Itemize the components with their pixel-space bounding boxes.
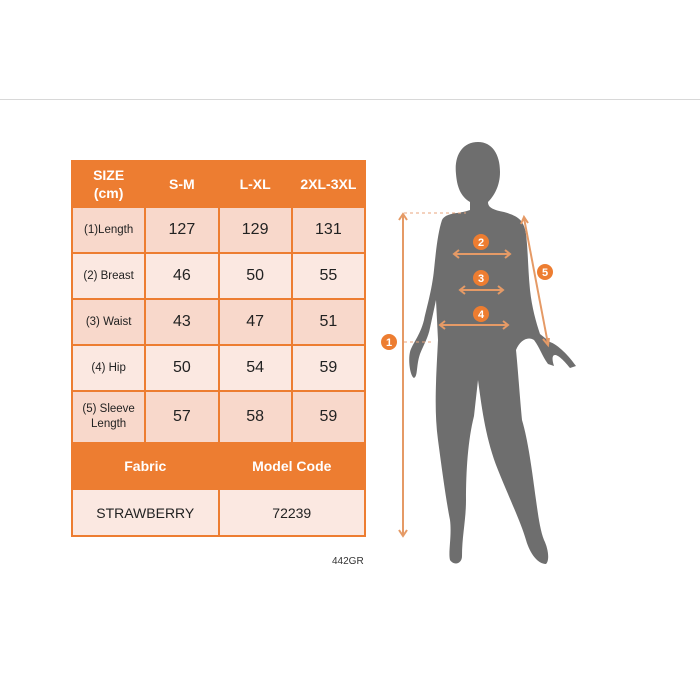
marker-3: [473, 270, 489, 286]
cell: 43: [144, 298, 220, 346]
fabric-value: STRAWBERRY: [71, 488, 220, 537]
cell: 57: [144, 390, 220, 444]
header-2xl-3xl: 2XL-3XL: [290, 160, 367, 208]
cell: 59: [290, 390, 367, 444]
svg-text:4: 4: [478, 309, 485, 321]
cell: 50: [144, 344, 220, 392]
cell: 47: [217, 298, 293, 346]
marker-4: [473, 306, 489, 322]
svg-text:3: 3: [478, 273, 484, 285]
table-row: (2) Breast 46 50 55: [70, 252, 367, 300]
measurement-arrows: [398, 212, 550, 538]
body-measurement-figure: 1 2 3 4 5: [381, 142, 576, 564]
divider-line: [0, 99, 700, 100]
body-silhouette: [409, 142, 576, 564]
row-label: (2) Breast: [70, 252, 147, 300]
table-row: (4) Hip 50 54 59: [70, 344, 367, 392]
cell: 127: [144, 206, 220, 254]
table-row: (1)Length 127 129 131: [70, 206, 367, 254]
row-label: (3) Waist: [70, 298, 147, 346]
svg-text:1: 1: [386, 337, 392, 349]
table-row: (3) Waist 43 47 51: [70, 298, 367, 346]
product-code: 442GR: [332, 556, 364, 567]
model-code-value: 72239: [217, 488, 366, 537]
header-l-xl: L-XL: [217, 160, 293, 208]
sleeve-arrow: [523, 217, 549, 345]
header-s-m: S-M: [144, 160, 220, 208]
fabric-label: Fabric: [71, 442, 220, 490]
marker-5: [537, 264, 553, 280]
cell: 59: [290, 344, 367, 392]
model-code-label: Model Code: [217, 442, 366, 490]
cell: 51: [290, 298, 367, 346]
size-chart-table: SIZE (cm) S-M L-XL 2XL-3XL (1)Length 127 …: [70, 160, 367, 537]
fabric-value-row: STRAWBERRY 72239: [71, 488, 366, 537]
cell: 46: [144, 252, 220, 300]
svg-text:5: 5: [542, 267, 548, 279]
guide-lines: [404, 212, 466, 343]
marker-badges: 1 2 3 4 5: [381, 234, 553, 350]
header-size: SIZE (cm): [70, 160, 147, 208]
cell: 54: [217, 344, 293, 392]
table-header-row: SIZE (cm) S-M L-XL 2XL-3XL: [70, 160, 367, 208]
svg-text:2: 2: [478, 237, 484, 249]
marker-1: [381, 334, 397, 350]
row-label: (5) Sleeve Length: [70, 390, 147, 444]
cell: 131: [290, 206, 367, 254]
cell: 55: [290, 252, 367, 300]
row-label: (4) Hip: [70, 344, 147, 392]
cell: 50: [217, 252, 293, 300]
cell: 58: [217, 390, 293, 444]
cell: 129: [217, 206, 293, 254]
table-row: (5) Sleeve Length 57 58 59: [70, 390, 367, 444]
fabric-header-row: Fabric Model Code: [71, 442, 366, 490]
row-label: (1)Length: [70, 206, 147, 254]
marker-2: [473, 234, 489, 250]
